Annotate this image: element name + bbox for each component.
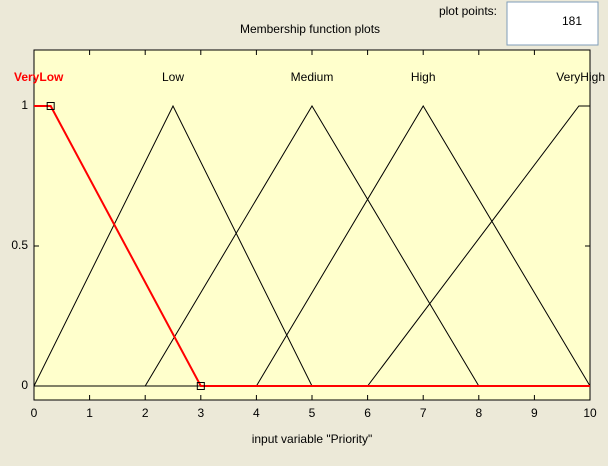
- y-tick-label: 0.5: [11, 238, 28, 252]
- x-tick-label: 7: [420, 406, 427, 420]
- legend-label: VeryHigh: [556, 70, 605, 84]
- chart-title: Membership function plots: [240, 22, 380, 36]
- x-tick-label: 4: [253, 406, 260, 420]
- x-tick-label: 9: [531, 406, 538, 420]
- x-tick-label: 10: [583, 406, 597, 420]
- vertex-marker: [46, 102, 55, 110]
- x-tick-label: 2: [142, 406, 149, 420]
- x-axis-label: input variable "Priority": [252, 432, 373, 446]
- legend-label: High: [411, 70, 436, 84]
- x-tick-label: 5: [309, 406, 316, 420]
- y-tick-label: 1: [21, 98, 28, 112]
- x-tick-label: 1: [86, 406, 93, 420]
- plot-area: [33, 49, 591, 401]
- legend-label: VeryLow: [14, 70, 64, 84]
- plot-points-input[interactable]: [506, 1, 599, 46]
- vertex-marker: [196, 382, 205, 390]
- plot-points-value[interactable]: 181: [562, 14, 582, 28]
- x-tick-label: 8: [475, 406, 482, 420]
- legend-label: Medium: [291, 70, 334, 84]
- legend-label: Low: [162, 70, 184, 84]
- membership-line: [34, 105, 590, 387]
- x-tick-label: 0: [31, 406, 38, 420]
- x-tick-label: 3: [197, 406, 204, 420]
- plot-points-label: plot points:: [439, 4, 497, 18]
- x-tick-label: 6: [364, 406, 371, 420]
- y-tick-label: 0: [21, 378, 28, 392]
